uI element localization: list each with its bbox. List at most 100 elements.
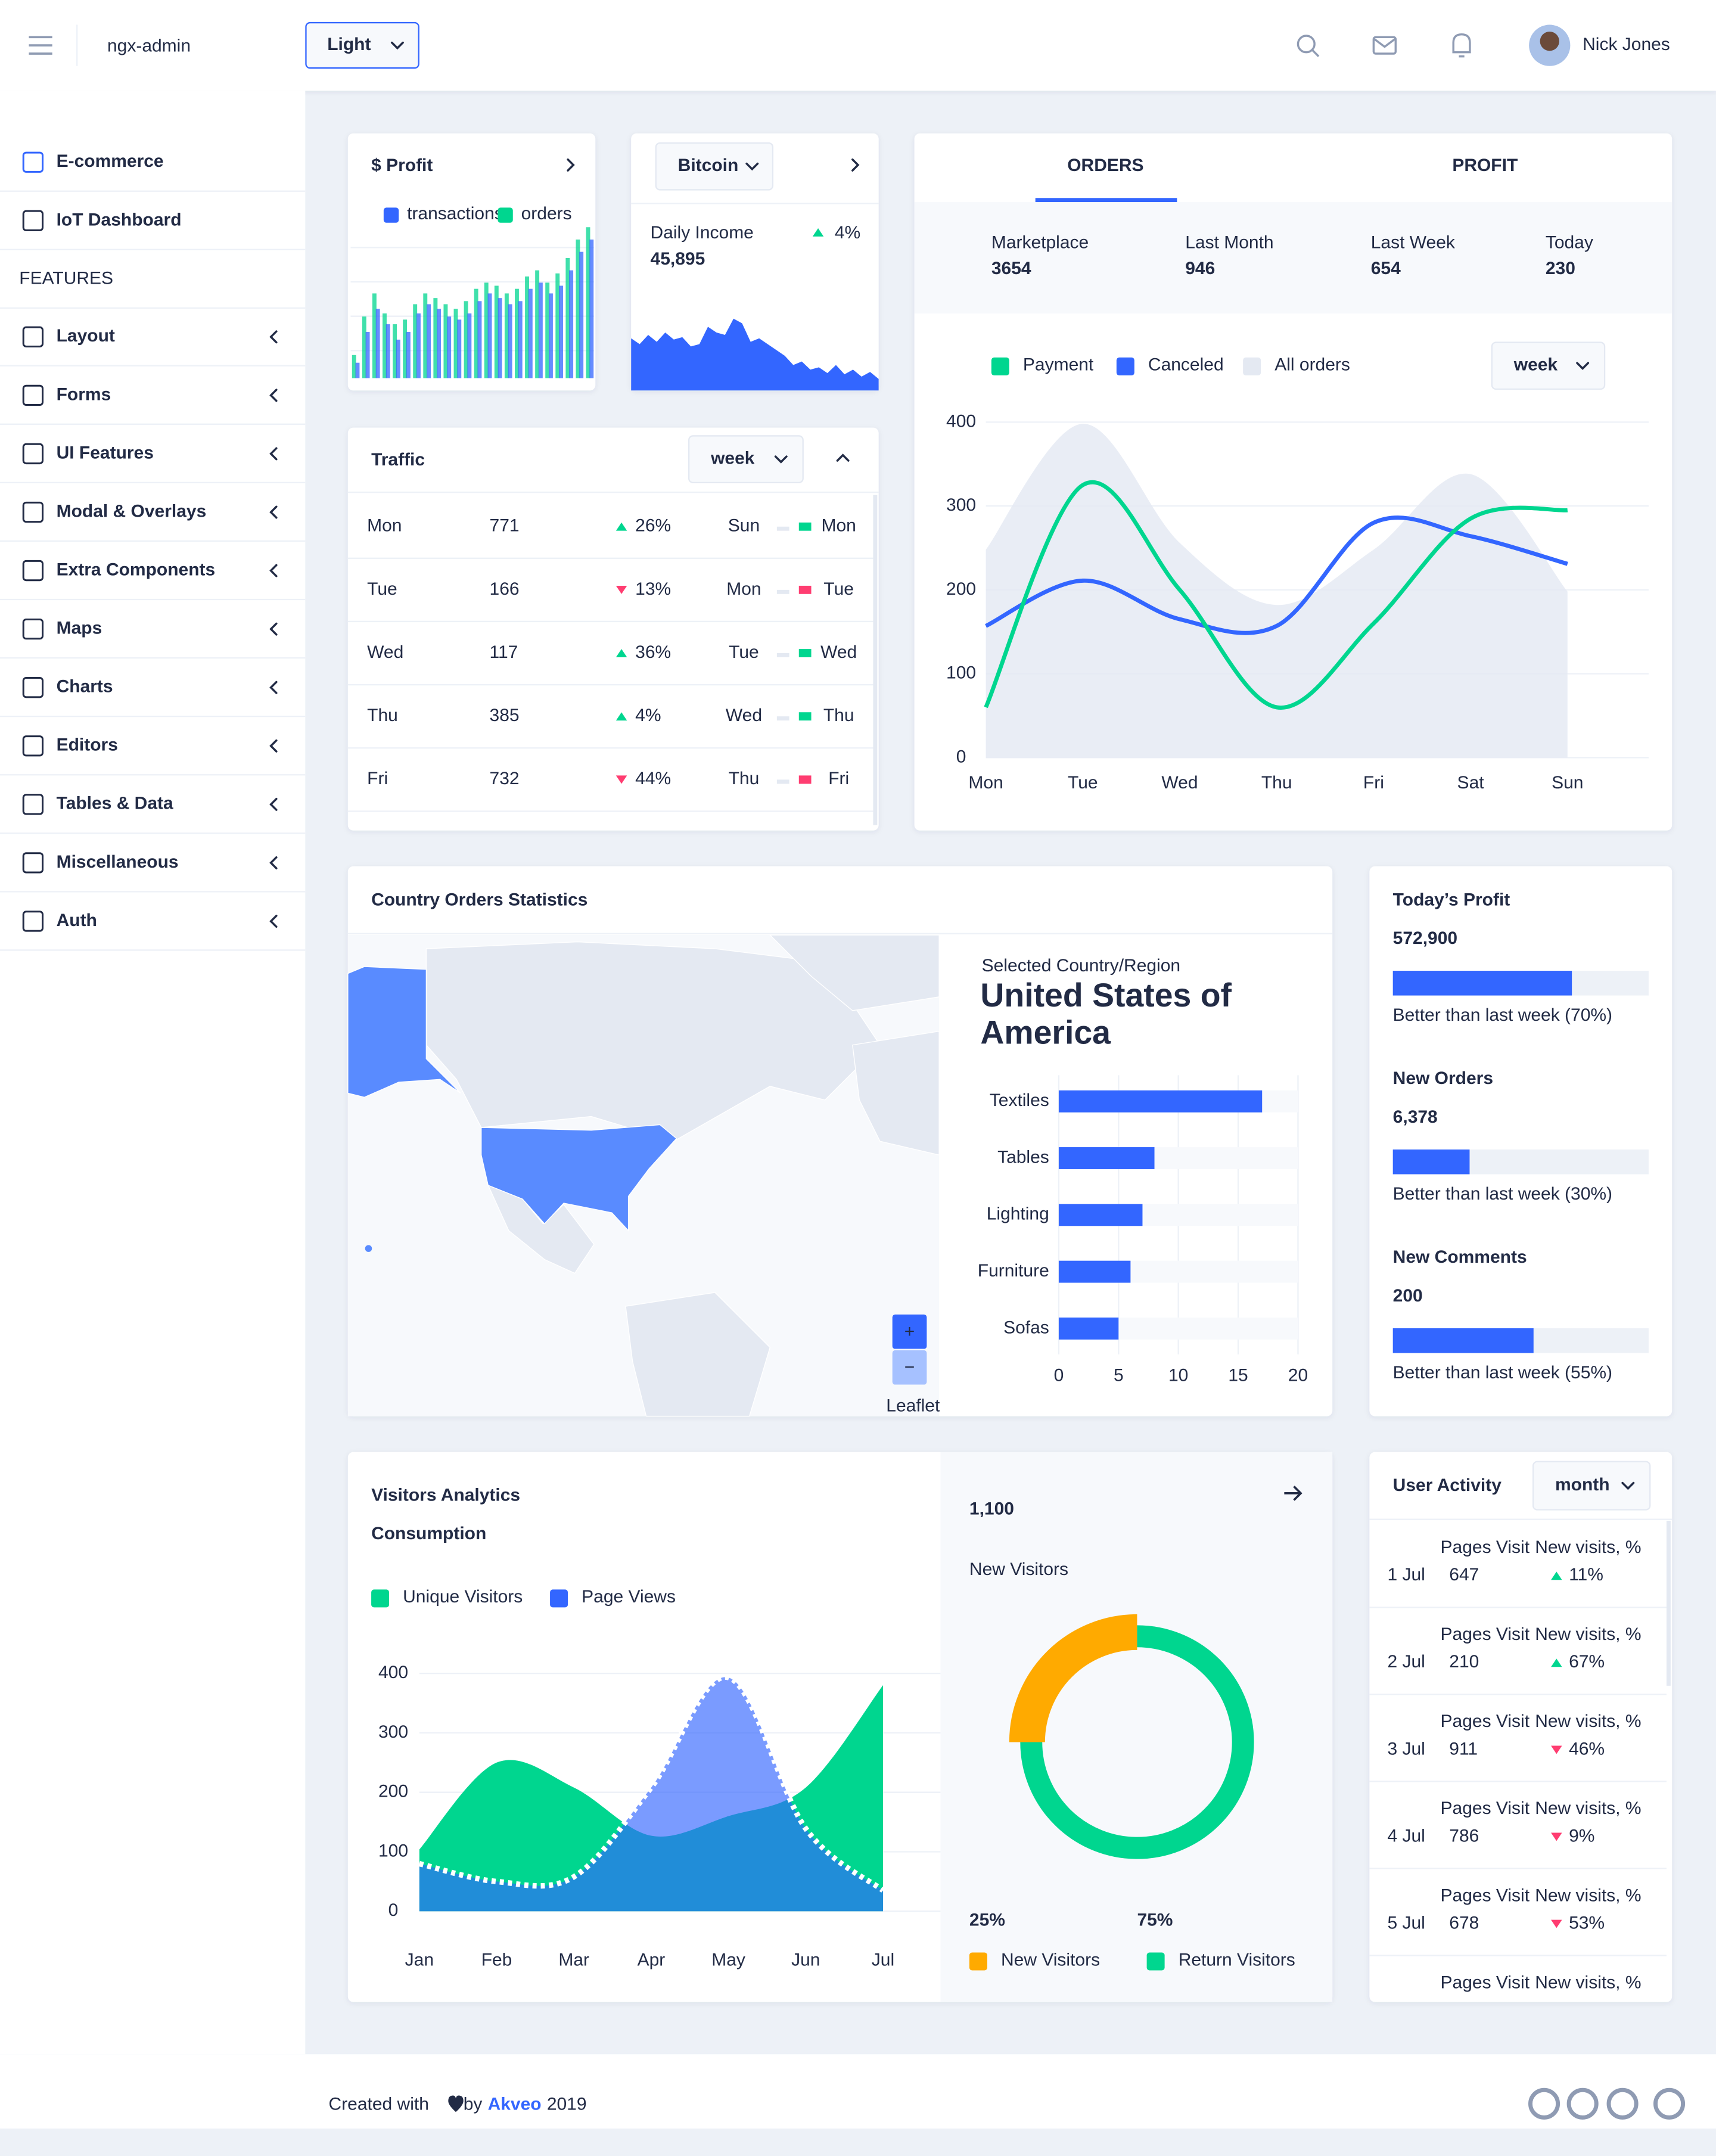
bar (508, 304, 512, 378)
legend-label: Payment (1023, 355, 1094, 375)
stat-value: 6,378 (1393, 1107, 1438, 1127)
x-tick-label: Jul (872, 1950, 894, 1969)
stat-title: Today’s Profit (1393, 890, 1510, 909)
mini-bar (776, 526, 789, 531)
map-attribution[interactable]: Leaflet (886, 1396, 940, 1415)
zoom-label: + (904, 1322, 915, 1341)
menu-item[interactable]: Editors (57, 735, 118, 755)
tab[interactable]: PROFIT (1452, 156, 1518, 175)
currency-label: Bitcoin (678, 156, 739, 175)
y-tick-label: 0 (956, 747, 966, 766)
menu-item[interactable]: Miscellaneous (57, 852, 179, 872)
total-label: New Visitors (969, 1559, 1068, 1579)
social-icon[interactable] (1528, 2087, 1560, 2120)
menu-item[interactable]: Charts (57, 677, 113, 697)
trend-icon (1551, 1832, 1562, 1841)
x-tick-label: May (711, 1950, 745, 1969)
bar (372, 293, 377, 378)
column-label: Pages Visit (1441, 1972, 1530, 1992)
menu-item[interactable]: E-commerce (57, 151, 164, 171)
menu-item[interactable]: Forms (57, 384, 111, 404)
x-tick-label: 0 (1054, 1366, 1064, 1385)
pages-visit: 210 (1449, 1652, 1479, 1672)
donut-segment (1009, 1614, 1138, 1743)
currency-select[interactable] (655, 142, 774, 191)
stat-label: Last Month (1185, 232, 1273, 252)
menu-item[interactable]: Extra Components (57, 560, 216, 579)
menu-item[interactable]: Maps (57, 619, 102, 638)
social-icon[interactable] (1566, 2087, 1599, 2120)
country-selected (480, 1124, 677, 1232)
tab[interactable]: ORDERS (1067, 156, 1143, 175)
period-select[interactable] (688, 435, 804, 484)
period-select[interactable] (1532, 1461, 1651, 1511)
footer-text: Created with (329, 2095, 429, 2114)
theme-label: Light (327, 35, 371, 54)
bell-icon[interactable] (1452, 33, 1471, 58)
social-icon[interactable] (1606, 2087, 1639, 2120)
menu-item[interactable]: Layout (57, 326, 115, 346)
column-label: Pages Visit (1441, 1711, 1530, 1731)
menu-icon (22, 677, 44, 698)
footer-link[interactable]: Akveo (488, 2095, 542, 2114)
stat-label: Marketplace (991, 232, 1089, 252)
period-select-label: week (1513, 355, 1558, 375)
menu-item[interactable]: IoT Dashboard (57, 210, 182, 229)
y-tick-label: 100 (946, 663, 976, 683)
delta: 36% (635, 642, 671, 662)
bar (538, 282, 543, 378)
trend-icon (615, 712, 627, 721)
bar (474, 288, 478, 378)
mail-icon[interactable] (1372, 36, 1397, 55)
column-label: Pages Visit (1441, 1885, 1530, 1905)
period-select[interactable] (1491, 341, 1606, 390)
menu-item[interactable]: Auth (57, 911, 97, 930)
y-tick-label: Furniture (978, 1261, 1049, 1281)
column-label: Pages Visit (1441, 1537, 1530, 1557)
chevron-icon (269, 797, 278, 811)
zoom-button[interactable] (892, 1350, 927, 1385)
visitors-panel (940, 1452, 1333, 2002)
prev-day: Sun (728, 516, 760, 536)
arrow-icon[interactable] (1284, 1485, 1302, 1501)
bar (569, 270, 574, 378)
bar (549, 293, 553, 378)
bar (467, 313, 472, 378)
legend-swatch (969, 1952, 987, 1971)
user-name[interactable]: Nick Jones (1583, 35, 1670, 54)
stat-label: Today (1546, 232, 1593, 252)
header (0, 0, 1716, 91)
search-icon[interactable] (1297, 35, 1316, 54)
bar (535, 270, 540, 378)
legend-label: Canceled (1148, 355, 1224, 375)
stat-value: 572,900 (1393, 928, 1457, 948)
menu-item[interactable]: UI Features (57, 443, 154, 462)
progress-bar (1392, 971, 1572, 996)
pages-visit: 678 (1449, 1913, 1479, 1933)
trend-icon (1551, 1571, 1562, 1580)
menu-item[interactable]: Modal & Overlays (57, 501, 207, 521)
chevron-icon (269, 856, 278, 869)
profit-card (347, 133, 596, 391)
theme-select[interactable] (305, 21, 419, 69)
country-selected (365, 1245, 372, 1252)
search-icon (1311, 48, 1320, 57)
pages-visit: 786 (1449, 1826, 1479, 1846)
legend-label: Return Visitors (1179, 1950, 1295, 1969)
mini-bar (798, 522, 812, 531)
donut-segment (1020, 1625, 1254, 1859)
legend-label: All orders (1274, 355, 1350, 375)
sidebar (0, 91, 306, 2055)
menu-item[interactable]: Tables & Data (57, 794, 173, 813)
card-title: $ Profit (371, 156, 433, 175)
chevron-icon (269, 681, 278, 694)
country-shape (769, 934, 940, 1011)
day: Thu (367, 706, 398, 725)
social-icon[interactable] (1653, 2087, 1686, 2120)
date: 1 Jul (1387, 1565, 1425, 1585)
trend-icon (615, 585, 627, 594)
zoom-button[interactable] (892, 1314, 927, 1349)
x-tick-label: 15 (1228, 1366, 1248, 1385)
chevron-icon (390, 41, 404, 50)
